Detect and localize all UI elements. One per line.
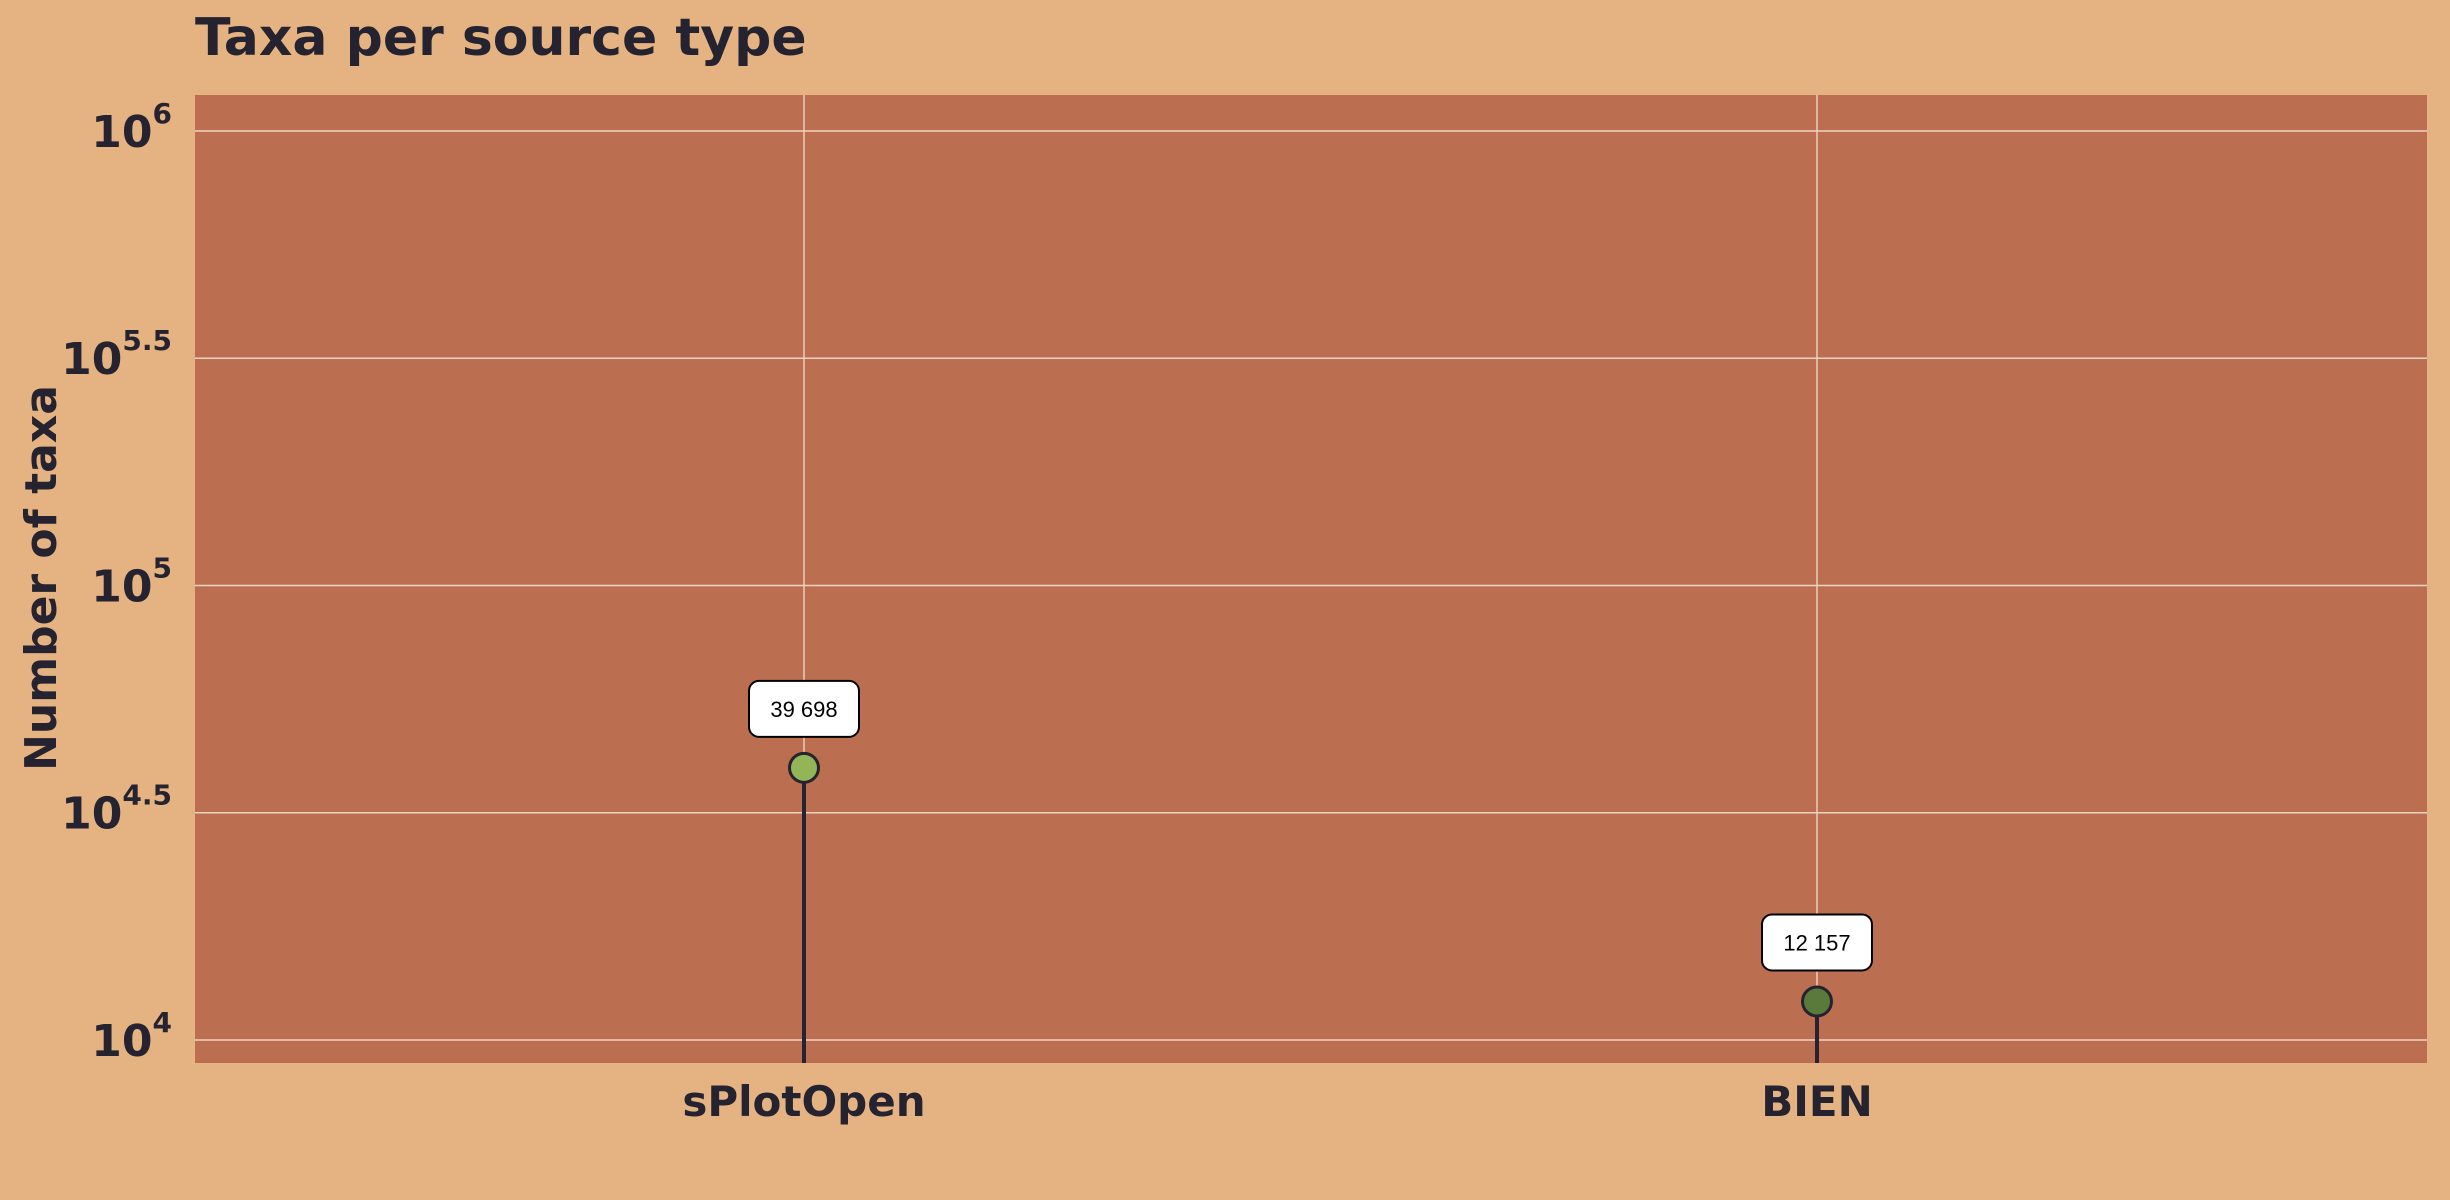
- chart-title: Taxa per source type: [195, 8, 807, 68]
- data-label-box: [1761, 913, 1873, 972]
- lollipop-point: [1801, 985, 1833, 1018]
- y-tick-label: 105.5: [61, 324, 172, 385]
- y-tick-base: 10: [61, 789, 122, 840]
- plot-background: [195, 95, 2427, 1063]
- lollipop-marks: 39 698 12 157: [748, 679, 1873, 1063]
- y-tick-exponent: 6: [153, 97, 172, 130]
- y-tick-exponent: 5.5: [122, 324, 172, 357]
- y-tick-label: 104.5: [61, 779, 172, 840]
- data-label: 39 698: [770, 697, 837, 722]
- y-tick-label: 105: [91, 551, 172, 612]
- y-tick-label: 106: [91, 97, 172, 158]
- y-tick-base: 10: [91, 107, 152, 158]
- x-axis-ticks: sPlotOpen BIEN: [682, 1077, 1872, 1126]
- y-tick-label: 104: [91, 1006, 172, 1067]
- y-tick-exponent: 4.5: [122, 779, 172, 812]
- y-tick-base: 10: [91, 561, 152, 612]
- x-tick-label: sPlotOpen: [682, 1077, 925, 1126]
- y-tick-exponent: 4: [153, 1006, 172, 1039]
- lollipop-point: [788, 751, 820, 784]
- data-label: 12 157: [1783, 930, 1850, 955]
- y-tick-base: 10: [91, 1016, 152, 1067]
- y-axis-title: Number of taxa: [16, 385, 67, 771]
- y-tick-exponent: 5: [153, 551, 172, 584]
- y-tick-base: 10: [61, 334, 122, 385]
- grid-lines: [195, 95, 2427, 1063]
- data-label-box: [748, 679, 860, 738]
- x-tick-label: BIEN: [1761, 1077, 1872, 1126]
